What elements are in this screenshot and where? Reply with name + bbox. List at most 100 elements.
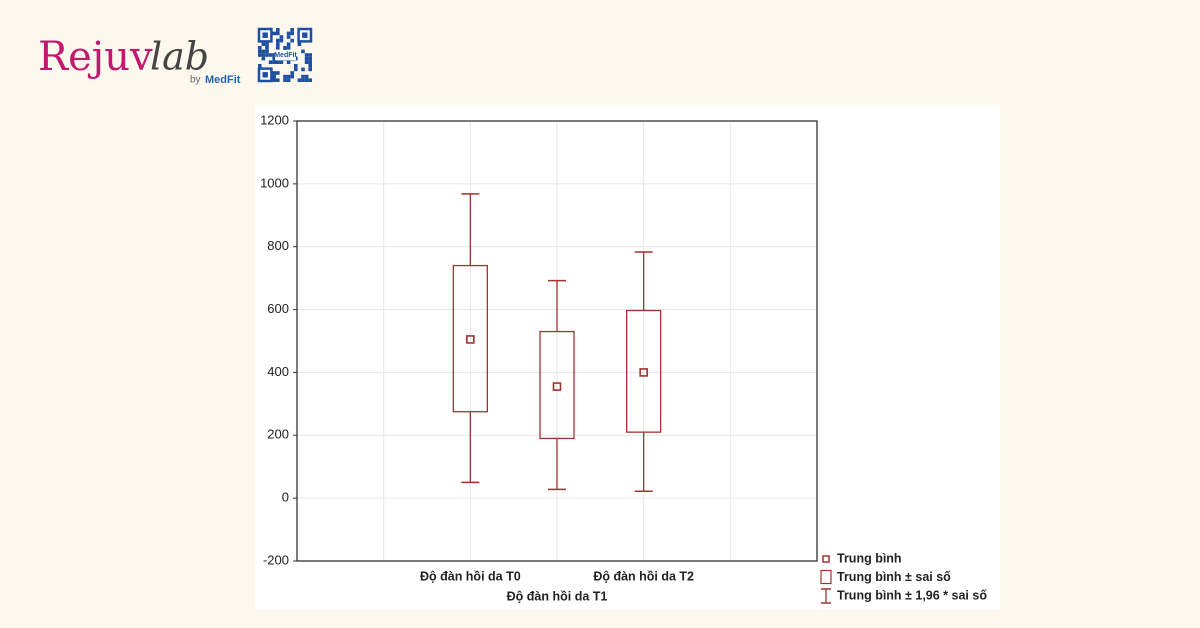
qr-finder (257, 27, 273, 43)
qr-cell (308, 78, 312, 82)
qr-cell (283, 46, 287, 50)
logo-name: Rejuv (38, 34, 153, 80)
qr-label: MedFit (274, 52, 297, 59)
qr-cell (268, 53, 273, 57)
qr-cell (283, 74, 287, 79)
qr-cell (276, 60, 280, 64)
qr-cell (308, 67, 312, 72)
qr-cell (301, 74, 305, 79)
x-tick-label: Độ đàn hồi da T0 (420, 569, 521, 583)
qr-cell (276, 78, 280, 82)
qr-cell (308, 53, 312, 57)
qr-cell (265, 46, 269, 50)
qr-cell (301, 78, 305, 82)
qr-cell (304, 53, 309, 57)
mean-marker (639, 368, 648, 377)
legend-label: Trung bình ± sai số (837, 570, 951, 584)
qr-finder (297, 27, 313, 43)
legend-label: Trung bình (837, 551, 902, 565)
qr-cell (290, 28, 294, 32)
qr-cell (294, 64, 298, 68)
qr-cell (258, 49, 262, 54)
qr-cell (276, 46, 280, 50)
mean-marker (466, 335, 475, 344)
legend-symbol (820, 569, 832, 585)
mean-marker (552, 382, 562, 391)
qr-cell (272, 78, 276, 82)
qr-cell (261, 53, 266, 57)
qr-cell (301, 67, 305, 72)
qr-cell (286, 31, 291, 36)
qr-cell (304, 78, 309, 82)
qr-cell (279, 60, 284, 64)
qr-cell (286, 60, 291, 64)
plot-frame (296, 120, 818, 562)
y-tick-label: 0 (282, 490, 289, 505)
x-tick-label: Độ đàn hồi da T2 (593, 569, 694, 583)
qr-finder (262, 72, 268, 78)
qr-cell (279, 35, 284, 39)
qr-cell (272, 74, 276, 79)
x-tick-label: Độ đàn hồi da T1 (507, 589, 608, 603)
y-tick-label: 400 (267, 364, 289, 379)
qr-cell (272, 71, 276, 75)
qr-cell (286, 46, 291, 50)
qr-cell (258, 53, 262, 57)
qr-cell (272, 53, 276, 57)
qr-cell (294, 67, 298, 72)
qr-finder (302, 32, 308, 38)
qr-cell (276, 71, 280, 75)
logo-byline: MedFit (205, 74, 241, 86)
qr-cell (272, 60, 276, 64)
qr-cell (265, 49, 269, 54)
qr-cell (297, 78, 302, 82)
y-tick-label: 600 (267, 301, 289, 316)
qr-cell (308, 64, 312, 68)
qr-cell (304, 56, 309, 61)
legend-symbol (822, 555, 830, 563)
qr-code: MedFit (257, 27, 313, 83)
qr-cell (265, 53, 269, 57)
box (539, 330, 575, 440)
qr-cell (265, 42, 269, 46)
qr-cell (283, 78, 287, 82)
y-tick-label: 1000 (260, 175, 289, 190)
qr-cell (290, 31, 294, 36)
chart-background (255, 105, 1000, 610)
qr-cell (261, 56, 266, 61)
qr-cell (276, 42, 280, 46)
qr-cell (286, 35, 291, 39)
qr-cell (261, 49, 266, 54)
qr-cell (276, 31, 280, 36)
qr-cell (261, 42, 266, 46)
qr-cell (279, 38, 284, 43)
logo-name: lab (150, 35, 209, 79)
qr-finder (257, 67, 273, 83)
logo-byline: by (190, 75, 201, 86)
qr-cell (297, 42, 302, 46)
qr-cell (276, 28, 280, 32)
qr-cell (258, 64, 262, 68)
qr-finder (262, 32, 268, 38)
box (452, 264, 488, 413)
qr-cell (304, 74, 309, 79)
qr-cell (286, 78, 291, 82)
qr-cell (308, 56, 312, 61)
qr-cell (272, 31, 276, 36)
qr-cell (301, 49, 305, 54)
y-tick-label: 800 (267, 238, 289, 253)
qr-cell (290, 74, 294, 79)
y-tick-label: -200 (263, 552, 289, 567)
qr-cell (272, 56, 276, 61)
y-tick-label: 200 (267, 427, 289, 442)
y-tick-label: 1200 (260, 112, 289, 127)
qr-cell (276, 38, 280, 43)
qr-cell (290, 38, 294, 43)
qr-cell (258, 46, 262, 50)
qr-cell (308, 60, 312, 64)
qr-cell (304, 60, 309, 64)
box (626, 309, 662, 433)
qr-cell (268, 60, 273, 64)
qr-center (275, 50, 296, 60)
